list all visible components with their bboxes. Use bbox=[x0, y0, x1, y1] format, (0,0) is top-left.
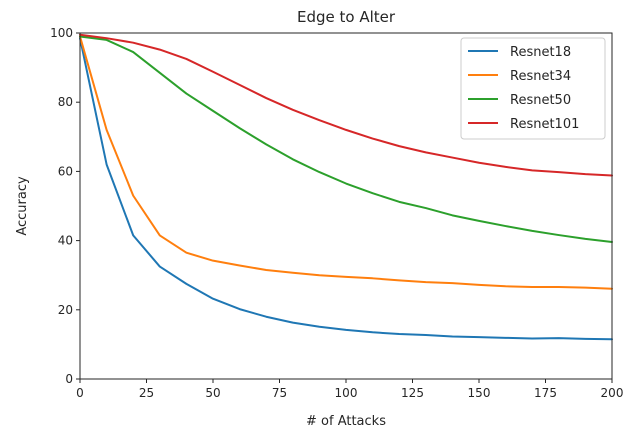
x-tick-label: 200 bbox=[601, 386, 624, 400]
y-tick-label: 40 bbox=[58, 234, 73, 248]
legend: Resnet18 Resnet34 Resnet50 Resnet101 bbox=[460, 37, 606, 140]
x-tick-label: 25 bbox=[139, 386, 154, 400]
legend-label-resnet50: Resnet50 bbox=[510, 93, 571, 108]
x-tick-label: 150 bbox=[468, 386, 491, 400]
x-tick-label: 175 bbox=[534, 386, 557, 400]
legend-box bbox=[460, 37, 606, 140]
x-tick-label: 50 bbox=[205, 386, 220, 400]
legend-label-resnet101: Resnet101 bbox=[510, 117, 579, 132]
y-axis-title: Accuracy bbox=[15, 176, 30, 236]
y-tick-label: 100 bbox=[50, 26, 73, 40]
y-tick-label: 20 bbox=[58, 303, 73, 317]
series-line-resnet101 bbox=[79, 33, 613, 177]
series-line-resnet18 bbox=[79, 37, 613, 341]
series-lines bbox=[79, 33, 613, 341]
y-tick-label: 60 bbox=[58, 164, 73, 178]
x-tick-label: 100 bbox=[335, 386, 358, 400]
x-axis: 0 25 50 75 100 125 150 175 200 bbox=[76, 379, 623, 400]
x-tick-label: 0 bbox=[76, 386, 84, 400]
y-tick-label: 80 bbox=[58, 95, 73, 109]
legend-label-resnet34: Resnet34 bbox=[510, 69, 571, 84]
x-tick-label: 75 bbox=[272, 386, 287, 400]
y-tick-label: 0 bbox=[65, 372, 73, 386]
x-tick-label: 125 bbox=[401, 386, 424, 400]
y-axis: 0 20 40 60 80 100 bbox=[50, 26, 80, 386]
chart-title: Edge to Alter bbox=[297, 8, 396, 26]
legend-label-resnet18: Resnet18 bbox=[510, 45, 571, 60]
series-line-resnet34 bbox=[79, 35, 613, 290]
series-line-resnet50 bbox=[79, 35, 613, 243]
x-axis-title: # of Attacks bbox=[306, 414, 386, 429]
